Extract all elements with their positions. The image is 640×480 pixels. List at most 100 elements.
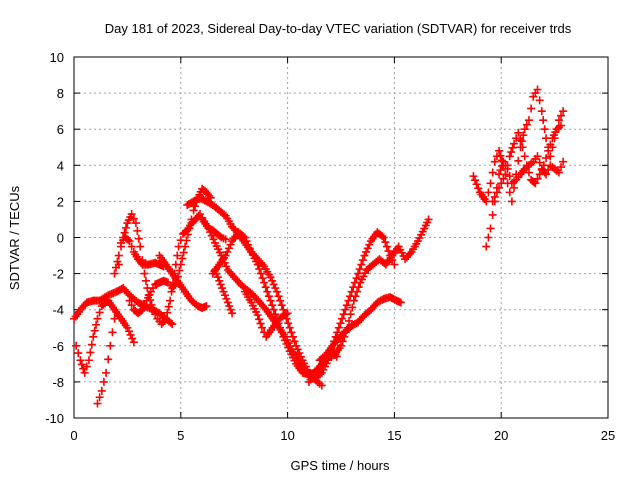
y-tick-label: -2 bbox=[52, 267, 64, 282]
data-point bbox=[482, 242, 491, 251]
data-point bbox=[127, 301, 136, 310]
data-point bbox=[120, 228, 129, 237]
data-point bbox=[210, 265, 219, 274]
data-point bbox=[244, 240, 253, 249]
data-point bbox=[255, 315, 264, 324]
data-point bbox=[99, 377, 108, 386]
data-point bbox=[258, 274, 267, 283]
data-point bbox=[488, 168, 497, 177]
data-point bbox=[520, 125, 529, 134]
data-point bbox=[209, 235, 218, 244]
data-point bbox=[505, 172, 514, 181]
data-point bbox=[86, 348, 95, 357]
data-point bbox=[168, 320, 177, 329]
data-point bbox=[388, 256, 397, 265]
data-point bbox=[114, 251, 123, 260]
series-track-a bbox=[70, 284, 177, 329]
data-point bbox=[539, 161, 548, 170]
data-point bbox=[256, 319, 265, 328]
data-point bbox=[527, 104, 536, 113]
data-point bbox=[166, 296, 175, 305]
data-point bbox=[242, 237, 251, 246]
data-point bbox=[113, 257, 122, 266]
data-point bbox=[92, 320, 101, 329]
data-point bbox=[336, 319, 345, 328]
data-point bbox=[544, 146, 553, 155]
x-axis: 0 5 10 15 20 25 bbox=[70, 57, 615, 443]
data-point bbox=[140, 301, 149, 310]
data-point bbox=[507, 148, 516, 157]
data-point bbox=[519, 131, 528, 140]
data-point bbox=[540, 125, 549, 134]
data-point bbox=[173, 251, 182, 260]
data-point bbox=[341, 305, 350, 314]
data-point bbox=[554, 168, 563, 177]
data-point bbox=[490, 192, 499, 201]
data-point bbox=[344, 296, 353, 305]
data-point bbox=[255, 265, 264, 274]
data-point bbox=[264, 292, 273, 301]
data-point bbox=[488, 210, 497, 219]
data-point bbox=[253, 311, 262, 320]
data-point bbox=[559, 107, 568, 116]
data-point bbox=[277, 301, 286, 310]
data-point bbox=[546, 140, 555, 149]
data-point bbox=[531, 179, 540, 188]
data-point bbox=[93, 314, 102, 323]
data-point bbox=[284, 343, 293, 352]
series-track-j bbox=[210, 265, 237, 318]
data-point bbox=[128, 334, 137, 343]
data-point bbox=[378, 232, 387, 241]
data-point bbox=[261, 283, 270, 292]
data-point bbox=[93, 399, 102, 408]
data-point bbox=[505, 188, 514, 197]
data-point bbox=[295, 349, 304, 358]
data-point bbox=[179, 248, 188, 257]
data-point bbox=[221, 251, 230, 260]
data-point bbox=[202, 302, 211, 311]
data-point bbox=[537, 107, 546, 116]
data-point bbox=[360, 251, 369, 260]
data-point bbox=[535, 96, 544, 105]
data-point bbox=[138, 256, 147, 265]
data-point bbox=[501, 170, 510, 179]
x-tick-label: 20 bbox=[494, 428, 508, 443]
data-point bbox=[183, 230, 192, 239]
data-point bbox=[524, 116, 533, 125]
data-point bbox=[260, 303, 269, 312]
data-point bbox=[516, 136, 525, 145]
data-point bbox=[151, 310, 160, 319]
data-point bbox=[514, 128, 523, 137]
data-point bbox=[342, 301, 351, 310]
data-point bbox=[520, 152, 529, 161]
data-point bbox=[82, 362, 91, 371]
data-point bbox=[87, 340, 96, 349]
data-point bbox=[185, 224, 194, 233]
data-point bbox=[505, 152, 514, 161]
data-point bbox=[535, 170, 544, 179]
data-point bbox=[522, 161, 531, 170]
data-point bbox=[486, 179, 495, 188]
data-point bbox=[271, 284, 280, 293]
data-point bbox=[106, 341, 115, 350]
data-point bbox=[116, 242, 125, 251]
data-point bbox=[140, 269, 149, 278]
data-point bbox=[97, 386, 106, 395]
data-point bbox=[266, 273, 275, 282]
data-point bbox=[288, 332, 297, 341]
data-point bbox=[362, 247, 371, 256]
data-point bbox=[213, 273, 222, 282]
data-point bbox=[355, 265, 364, 274]
data-point bbox=[240, 233, 249, 242]
data-point bbox=[175, 266, 184, 275]
data-point bbox=[535, 158, 544, 167]
data-point bbox=[363, 244, 372, 253]
data-point bbox=[533, 174, 542, 183]
data-point bbox=[125, 296, 134, 305]
data-point bbox=[80, 368, 89, 377]
data-point bbox=[424, 215, 433, 224]
data-point bbox=[212, 269, 221, 278]
data-point bbox=[76, 356, 85, 365]
data-point bbox=[277, 328, 286, 337]
